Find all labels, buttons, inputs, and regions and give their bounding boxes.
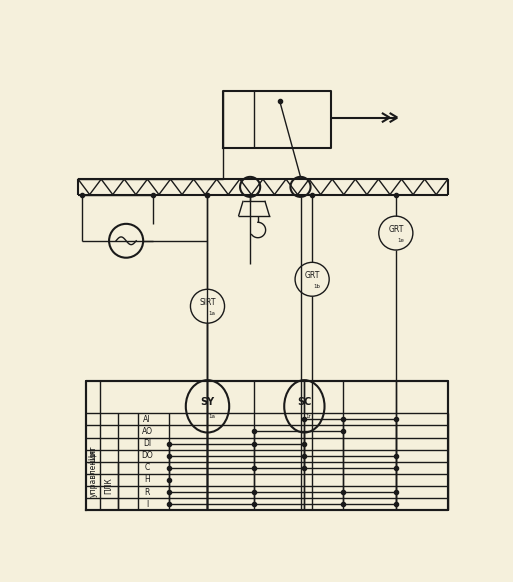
Text: управления: управления xyxy=(88,449,97,498)
Text: GRT: GRT xyxy=(304,271,320,280)
Text: GRT: GRT xyxy=(388,225,404,234)
Text: 1a: 1a xyxy=(208,414,215,419)
Text: R: R xyxy=(144,488,150,496)
Text: DO: DO xyxy=(141,451,153,460)
Text: SIRT: SIRT xyxy=(199,298,216,307)
Text: AI: AI xyxy=(143,415,151,424)
Text: Щит: Щит xyxy=(88,445,97,463)
Text: 1r: 1r xyxy=(305,414,311,419)
Text: 1a: 1a xyxy=(209,311,215,315)
Text: 1b: 1b xyxy=(313,283,320,289)
Text: ПЛК: ПЛК xyxy=(105,478,113,494)
Text: I: I xyxy=(146,500,148,509)
Text: AO: AO xyxy=(142,427,152,436)
Text: H: H xyxy=(144,475,150,484)
Text: 1e: 1e xyxy=(397,237,404,243)
Text: SC: SC xyxy=(297,397,311,407)
Text: C: C xyxy=(145,463,150,473)
Text: DI: DI xyxy=(143,439,151,448)
Text: SY: SY xyxy=(201,397,214,407)
